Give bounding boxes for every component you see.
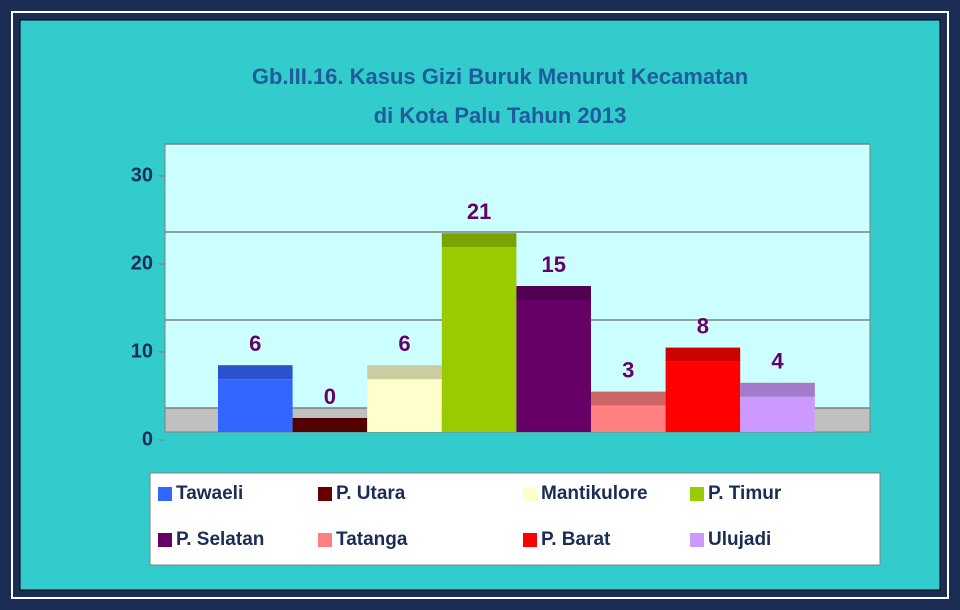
value-label: 8: [697, 313, 709, 338]
legend-swatch: [690, 533, 704, 547]
legend-swatch: [690, 487, 704, 501]
legend-label: Mantikulore: [541, 483, 648, 504]
value-label: 0: [324, 384, 336, 409]
bar-top: [740, 382, 815, 397]
legend-swatch: [318, 487, 332, 501]
value-label: 4: [771, 349, 784, 374]
bar: [218, 379, 293, 432]
legend-label: Ulujadi: [708, 529, 771, 550]
bar: [591, 405, 666, 432]
legend-label: P. Selatan: [176, 529, 264, 550]
legend-label: P. Utara: [336, 483, 406, 504]
y-tick-label: 20: [131, 252, 153, 274]
value-label: 6: [249, 331, 261, 356]
bar-top: [367, 365, 442, 380]
bar-top: [441, 233, 517, 248]
bar-top: [218, 365, 293, 380]
chart-title: Gb.III.16. Kasus Gizi Buruk Menurut Keca…: [252, 64, 748, 89]
legend-swatch: [318, 533, 332, 547]
value-label: 3: [622, 357, 634, 382]
chart-title: di Kota Palu Tahun 2013: [374, 103, 627, 128]
bar: [740, 396, 815, 432]
legend-label: Tawaeli: [176, 483, 243, 504]
bar: [665, 361, 741, 432]
bar: [367, 379, 442, 432]
legend-label: P. Timur: [708, 483, 782, 504]
y-tick-label: 30: [131, 164, 153, 186]
legend-label: P. Barat: [541, 529, 611, 550]
bar-top: [292, 418, 368, 432]
legend-swatch: [158, 487, 172, 501]
legend-swatch: [523, 533, 537, 547]
bar: [516, 300, 591, 432]
legend-label: Tatanga: [336, 529, 408, 550]
legend-swatch: [523, 487, 537, 501]
y-tick-label: 10: [131, 340, 153, 362]
value-label: 15: [541, 252, 565, 277]
bar-top: [591, 391, 666, 406]
bar: [441, 247, 517, 432]
value-label: 21: [467, 199, 491, 224]
legend: [149, 472, 881, 566]
bar-top: [516, 286, 591, 300]
legend-swatch: [158, 533, 172, 547]
frame-line: [11, 11, 949, 599]
value-label: 6: [398, 331, 410, 356]
bar-top: [665, 347, 741, 362]
y-tick-label: 0: [142, 428, 153, 450]
